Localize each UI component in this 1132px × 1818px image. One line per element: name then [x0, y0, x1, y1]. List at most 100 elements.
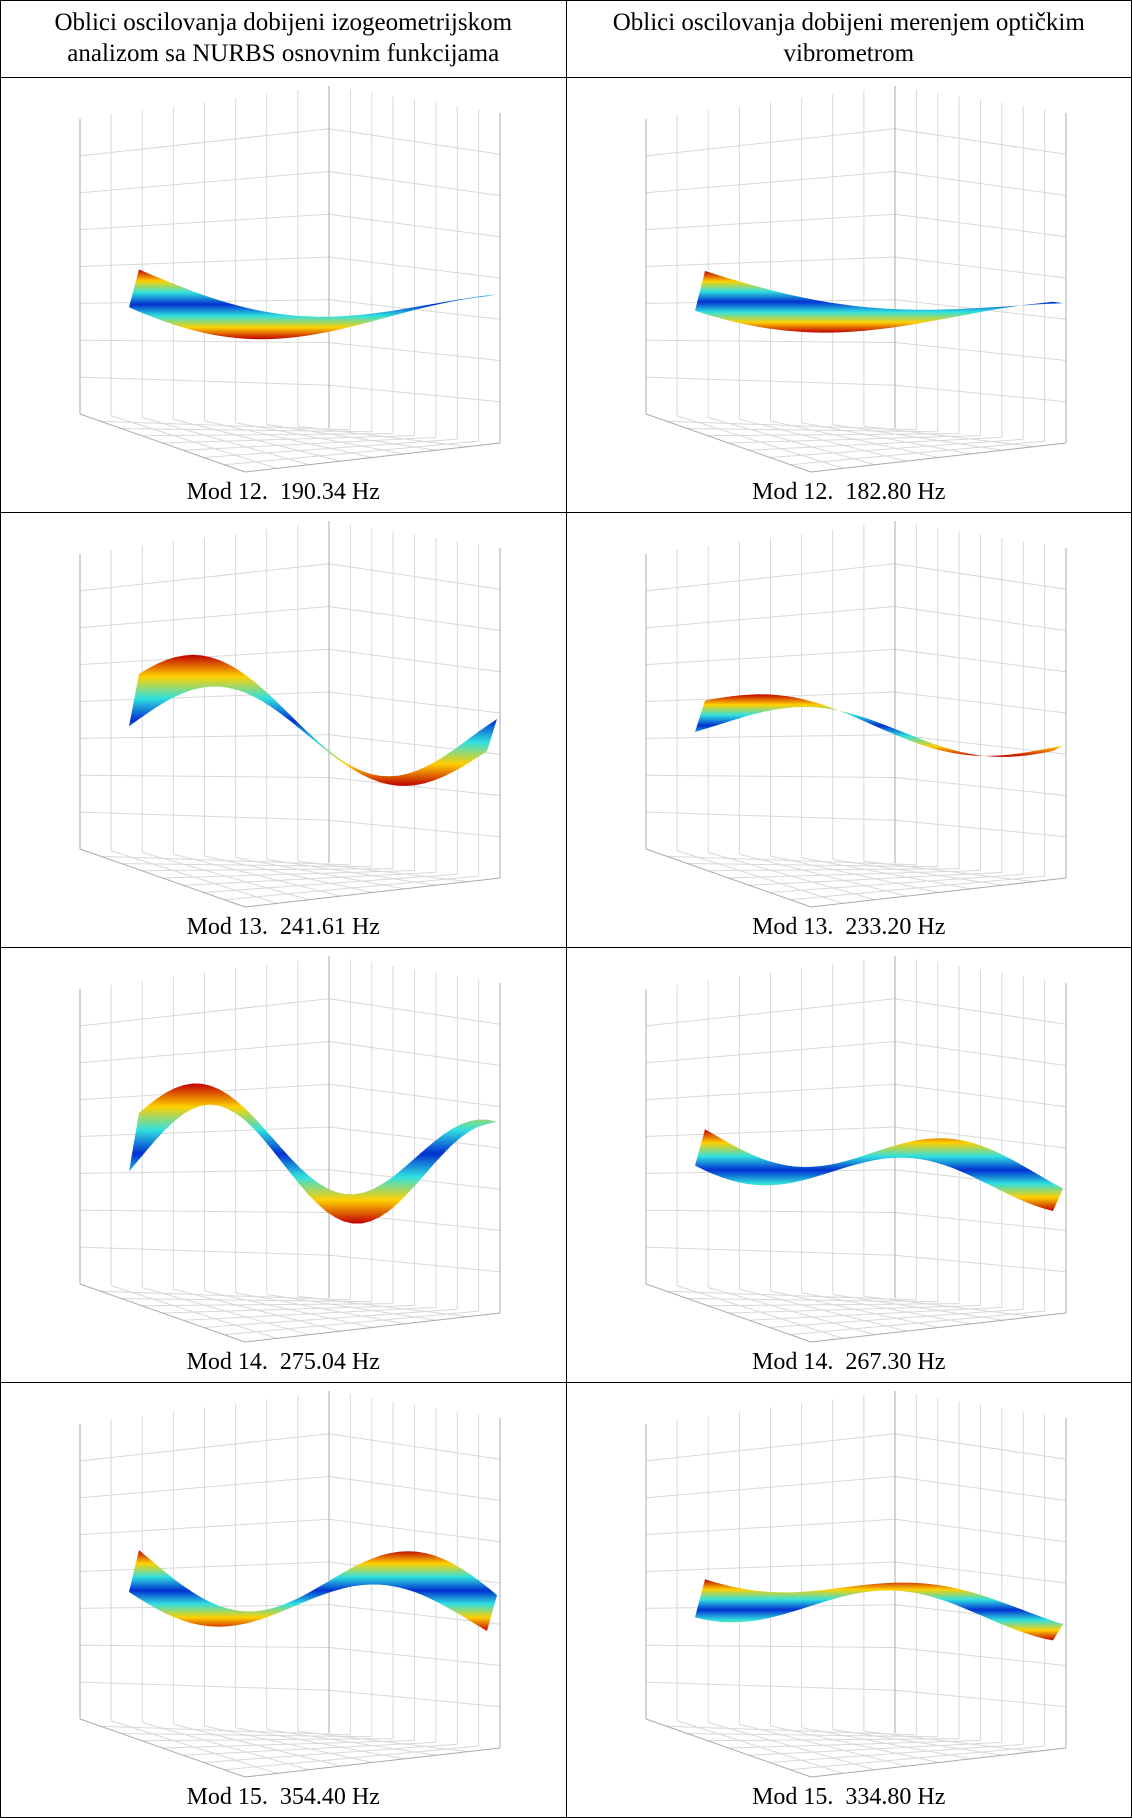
- axis-line: [79, 413, 246, 473]
- axis-line: [832, 859, 1002, 886]
- axis-line: [748, 436, 1002, 451]
- axis-line: [328, 1254, 501, 1273]
- axis-line: [235, 422, 405, 455]
- axis-line: [894, 1647, 1066, 1666]
- mode-surface: [694, 271, 1063, 333]
- axis-line: [183, 1306, 436, 1321]
- cell: Mod 15. 354.40 Hz: [0, 1382, 567, 1818]
- surface-plot: [79, 1391, 501, 1778]
- axis-line: [297, 425, 469, 448]
- header-cell: Oblici oscilovanja dobijeni izogeometrij…: [0, 0, 567, 78]
- axis-line: [244, 877, 501, 908]
- axis-line: [328, 1126, 501, 1149]
- row: Mod 12. 190.34 Hz Mod 12. 182.80 Hz: [0, 77, 1132, 513]
- axis-line: [79, 1283, 246, 1343]
- axis-line: [244, 442, 501, 473]
- cell: Mod 14. 275.04 Hz: [0, 947, 567, 1383]
- axis-line: [727, 870, 981, 879]
- axis-line: [645, 1644, 895, 1648]
- axis-line: [748, 1306, 1002, 1321]
- axis-line: [266, 1294, 437, 1321]
- axis-line: [810, 1312, 1066, 1343]
- axis-line: [894, 1561, 1066, 1584]
- axis-line: [789, 875, 1045, 901]
- axis-line: [894, 1254, 1066, 1273]
- axis-line: [79, 848, 246, 908]
- axis-line: [727, 1305, 981, 1314]
- axis-line: [203, 1308, 458, 1328]
- axis-line: [79, 256, 330, 267]
- axis-line: [748, 1741, 1002, 1756]
- axis-line: [79, 1561, 330, 1572]
- axis-line: [769, 438, 1023, 458]
- axis-line: [894, 1689, 1066, 1708]
- axis-line: [894, 342, 1066, 361]
- axis-line: [894, 384, 1066, 403]
- surface-plot: [79, 956, 501, 1343]
- mode-surface: [694, 1579, 1063, 1641]
- mode-surface: [694, 694, 1063, 757]
- axis-line: [297, 1730, 469, 1753]
- axis-line: [645, 848, 811, 908]
- row: Mod 15. 354.40 Hz Mod 15. 334.80 Hz: [0, 1382, 1132, 1818]
- axis-line: [810, 877, 1066, 908]
- surface-plot: [79, 86, 501, 473]
- axis-line: [810, 1747, 1066, 1778]
- row: Mod 13. 241.61 Hz Mod 13. 233.20 Hz: [0, 512, 1132, 948]
- axis-line: [328, 342, 501, 361]
- axis-line: [832, 424, 1002, 451]
- mode-surface: [129, 1550, 497, 1631]
- axis-line: [863, 860, 1034, 883]
- surface-plot: [645, 1391, 1066, 1778]
- axis-line: [645, 1246, 895, 1256]
- axis-line: [645, 339, 895, 343]
- mode-surface: [694, 1129, 1063, 1211]
- axis-line: [79, 1644, 330, 1648]
- axis-line: [79, 1718, 246, 1778]
- axis-line: [645, 376, 895, 386]
- axis-line: [769, 873, 1023, 893]
- caption: Mod 13. 241.61 Hz: [186, 914, 380, 940]
- axis-line: [789, 1745, 1045, 1771]
- axis-line: [645, 1209, 895, 1213]
- axis-line: [224, 1745, 479, 1771]
- mode-surface: [129, 654, 497, 786]
- axis-line: [266, 424, 437, 451]
- axis-line: [183, 871, 436, 886]
- axis-line: [645, 734, 895, 739]
- axis-line: [863, 1295, 1034, 1318]
- axis-line: [832, 1729, 1002, 1756]
- axis-line: [79, 774, 330, 778]
- axis-line: [748, 871, 1002, 886]
- surface-plot: [645, 86, 1066, 473]
- cell: Mod 12. 190.34 Hz: [0, 77, 567, 513]
- axis-line: [769, 1308, 1023, 1328]
- surface-plot: [645, 956, 1066, 1343]
- axis-line: [645, 1718, 811, 1778]
- caption: Mod 14. 267.30 Hz: [752, 1349, 946, 1375]
- axis-line: [224, 875, 479, 901]
- axis-line: [328, 1647, 501, 1666]
- axis-line: [79, 1246, 330, 1256]
- axis-line: [203, 438, 458, 458]
- axis-line: [863, 1730, 1034, 1753]
- axis-line: [79, 691, 330, 702]
- axis-line: [894, 819, 1066, 838]
- axis-line: [266, 859, 437, 886]
- axis-line: [645, 256, 895, 267]
- axis-line: [235, 857, 405, 890]
- axis-line: [894, 777, 1066, 796]
- caption: Mod 15. 354.40 Hz: [186, 1784, 380, 1810]
- axis-line: [183, 1741, 436, 1756]
- axis-line: [328, 256, 501, 279]
- axis-line: [224, 440, 479, 466]
- axis-line: [203, 873, 458, 893]
- cell: Mod 13. 241.61 Hz: [0, 512, 567, 948]
- axis-line: [645, 1126, 895, 1137]
- axis-line: [645, 811, 895, 821]
- axis-line: [162, 435, 415, 444]
- axis-line: [79, 734, 330, 739]
- axis-line: [328, 384, 501, 403]
- axis-line: [727, 1740, 981, 1749]
